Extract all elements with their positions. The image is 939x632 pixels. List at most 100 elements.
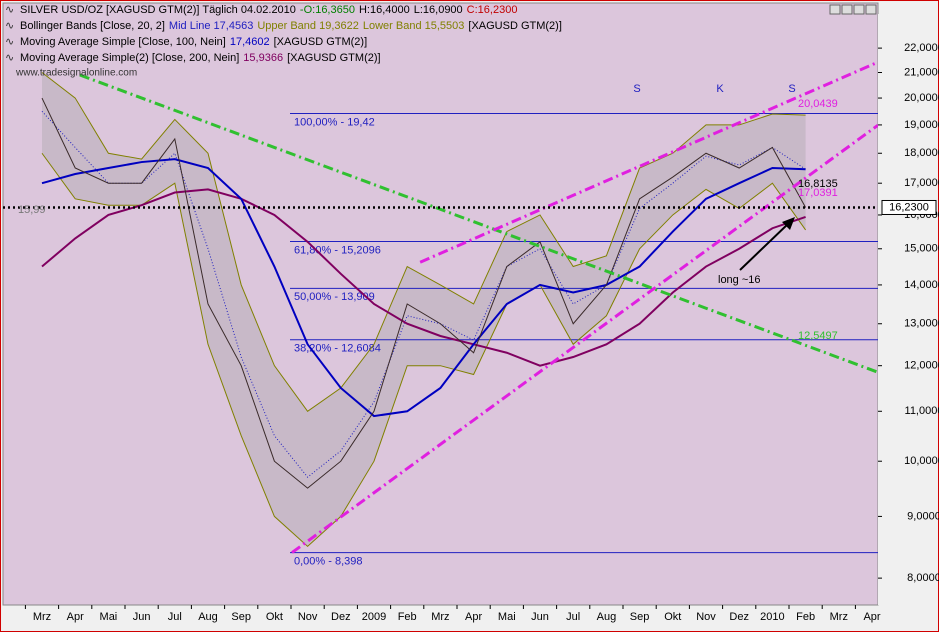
header-segment: 15,9366 [243, 52, 283, 64]
header-segment: Moving Average Simple(2) [Close, 200, Ne… [20, 52, 239, 64]
current-price-box [881, 199, 937, 215]
x-tick-label: Feb [796, 611, 815, 623]
y-tick-label: 15,0000 [904, 243, 939, 255]
x-tick-label: Dez [729, 611, 749, 623]
y-tick-label: 19,0000 [904, 119, 939, 131]
button[interactable] [841, 4, 853, 15]
x-tick-label: Sep [231, 611, 251, 623]
arrow [739, 221, 791, 271]
y-tick-label: 17,0000 [904, 177, 939, 189]
x-tick-label: Mrz [431, 611, 449, 623]
header-segment: H:16,4000 [359, 4, 410, 16]
trendline [79, 73, 879, 374]
y-tick-label: 8,0000 [907, 572, 939, 584]
x-tick-label: Nov [696, 611, 716, 623]
x-tick-label: 2010 [760, 611, 784, 623]
header: SILVER USD/OZ [XAGUSD GTM(2)] Täglich 04… [5, 4, 562, 64]
band-fill [42, 72, 806, 547]
x-tick-label: Apr [465, 611, 482, 623]
y-tick-label: 18,0000 [904, 147, 939, 159]
x-tick-label: Okt [266, 611, 283, 623]
x-tick-label: Nov [298, 611, 318, 623]
x-tick-label: Aug [597, 611, 617, 623]
annotation: long ~16 [718, 274, 761, 286]
x-tick-label: Jul [168, 611, 182, 623]
y-tick-label: 11,0000 [905, 405, 939, 417]
y-tick-label: 20,0000 [904, 92, 939, 104]
price-label: 15,99 [18, 204, 46, 216]
series-line [41, 188, 806, 367]
current-price-label: 16,2300 [889, 201, 929, 213]
x-tick-label: Mai [498, 611, 516, 623]
watermark: www.tradesignalonline.com [15, 68, 137, 79]
header-segment: Bollinger Bands [Close, 20, 2] [20, 20, 165, 32]
x-tick-label: Jun [133, 611, 151, 623]
fib-label: 61,80% - 15,2096 [294, 244, 381, 256]
price-label: 16,8135 [798, 178, 838, 190]
price-label: 17,0391 [798, 187, 838, 199]
arrow-head [782, 217, 795, 230]
fib-label: 38,20% - 12,6084 [294, 343, 381, 355]
x-tick-label: Sep [630, 611, 650, 623]
fib-label: 50,00% - 13,909 [294, 291, 375, 303]
header-icon: ∿ [5, 4, 14, 16]
y-axis [878, 14, 936, 605]
series-line [41, 97, 807, 489]
y-tick-label: 12,0000 [904, 360, 939, 372]
button[interactable] [865, 4, 877, 15]
button[interactable] [829, 4, 841, 15]
x-tick-label: Jul [566, 611, 580, 623]
x-tick-label: Aug [198, 611, 218, 623]
series-line [41, 158, 806, 418]
button[interactable] [853, 4, 865, 15]
header-segment: L:16,0900 [414, 4, 463, 16]
header-icon: ∿ [5, 36, 14, 48]
trendline [291, 123, 879, 554]
x-tick-label: Mrz [33, 611, 51, 623]
trendline [419, 60, 879, 264]
header-line: Moving Average Simple [Close, 100, Nein]… [20, 36, 367, 48]
header-segment: C:16,2300 [467, 4, 518, 16]
header-segment: Upper Band 19,3622 [257, 20, 359, 32]
y-tick-label: 9,0000 [907, 510, 939, 522]
y-tick-label: 21,0000 [904, 66, 939, 78]
header-line: SILVER USD/OZ [XAGUSD GTM(2)] Täglich 04… [20, 4, 517, 16]
x-tick-label: Apr [863, 611, 880, 623]
plot: 100,00% - 19,42 61,80% - 15,2096 50,00% - … [3, 60, 879, 568]
annotation: S [633, 83, 640, 95]
x-tick-label: Mrz [830, 611, 848, 623]
y-tick-label: 22,0000 [904, 42, 939, 54]
y-tick-label: 13,0000 [904, 318, 939, 330]
series-line [41, 110, 806, 478]
header-segment: [XAGUSD GTM(2)] [287, 52, 381, 64]
header-segment: [XAGUSD GTM(2)] [274, 36, 368, 48]
fib-label: 100,00% - 19,42 [294, 116, 375, 128]
header-segment: SILVER USD/OZ [XAGUSD GTM(2)] Täglich 04… [20, 4, 296, 16]
price-label: 20,0439 [798, 98, 838, 110]
series-line [41, 152, 807, 548]
header-segment: Mid Line 17,4563 [169, 20, 253, 32]
header-line: Bollinger Bands [Close, 20, 2] Mid Line 1… [20, 20, 562, 32]
x-tick-label: Jun [531, 611, 549, 623]
x-tick-label: Feb [398, 611, 417, 623]
fib-label: 0,00% - 8,398 [294, 556, 363, 568]
x-tick-label: Dez [331, 611, 351, 623]
x-tick-label: Mai [100, 611, 118, 623]
x-tick-label: Okt [664, 611, 681, 623]
header-segment: -O:16,3650 [300, 4, 355, 16]
plot-area [2, 2, 879, 606]
annotation: K [716, 83, 724, 95]
header-icon: ∿ [5, 52, 14, 64]
price-label: 12,5497 [798, 330, 838, 342]
x-tick-label: 2009 [362, 611, 386, 623]
header-icon: ∿ [5, 20, 14, 32]
y-tick-label: 14,0000 [904, 279, 939, 291]
annotation: S [788, 83, 795, 95]
header-segment: Moving Average Simple [Close, 100, Nein] [20, 36, 226, 48]
x-tick-label: Apr [67, 611, 84, 623]
y-tick-label: 10,0000 [904, 455, 939, 467]
toolbar[interactable] [829, 4, 877, 15]
header-segment: [XAGUSD GTM(2)] [468, 20, 562, 32]
